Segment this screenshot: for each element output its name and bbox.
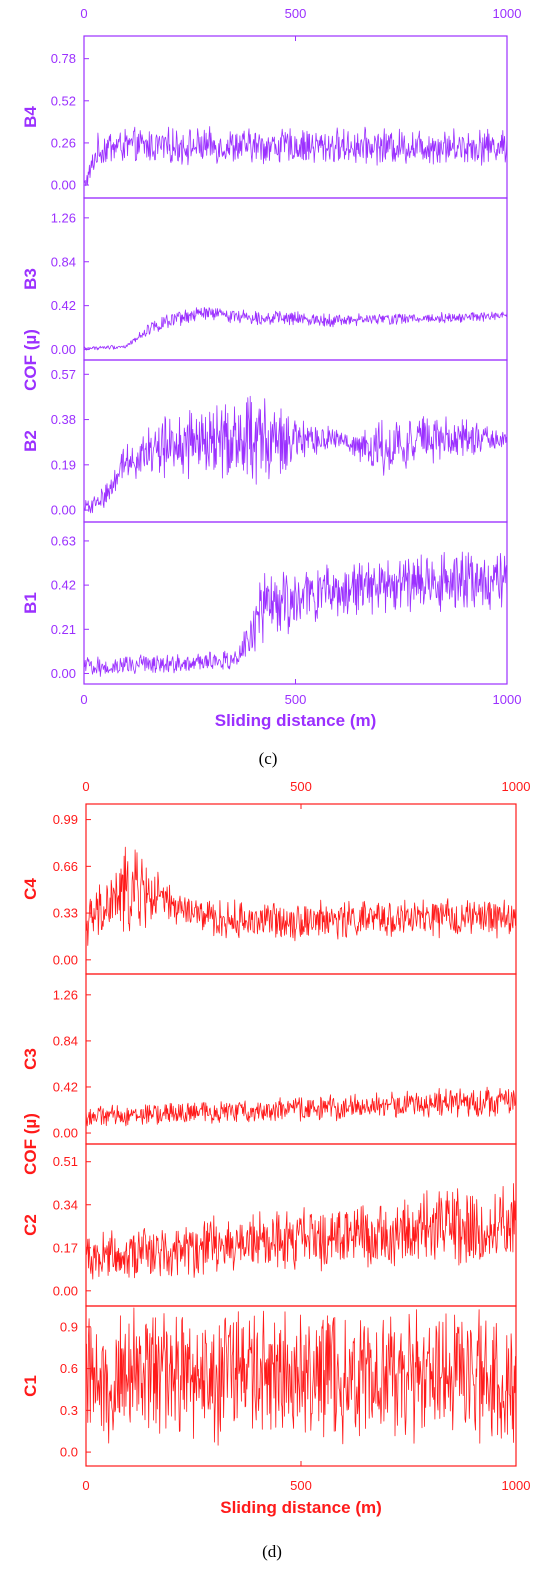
y-tick-label: 1.26 [51, 210, 76, 225]
panel-frame-c3 [85, 973, 517, 1145]
y-tick-label: 0.34 [53, 1197, 78, 1212]
series-line-b4 [83, 126, 508, 187]
x-tick-label-top: 1000 [502, 779, 531, 794]
series-line-b3 [83, 307, 508, 351]
y-tick-label: 0.63 [51, 533, 76, 548]
y-tick-label: 0.00 [51, 178, 76, 193]
y-tick-label: 0.57 [51, 367, 76, 382]
y-axis-title: COF (µ) [21, 329, 40, 391]
y-tick-label: 0.84 [53, 1033, 78, 1048]
y-tick-label: 0.0 [60, 1445, 78, 1460]
y-tick-label: 0.38 [51, 412, 76, 427]
y-tick-label: 0.51 [53, 1154, 78, 1169]
y-tick-label: 0.42 [51, 578, 76, 593]
y-tick-label: 0.84 [51, 254, 76, 269]
panel-label-c1: C1 [21, 1375, 40, 1397]
y-tick-label: 0.00 [51, 503, 76, 518]
panel-frame-b3 [83, 197, 508, 361]
panel-label-b4: B4 [21, 106, 40, 128]
x-tick-label: 0 [80, 692, 87, 707]
x-tick-label-top: 500 [285, 6, 307, 21]
x-tick-label: 1000 [493, 692, 522, 707]
figure-c: 0 0 500 500 1000 1000 0.00 0.26 0.52 0.78 B4 0.00 0.… [21, 6, 521, 768]
x-axis-title: Sliding distance (m) [215, 711, 377, 730]
y-tick-label: 0.00 [53, 1283, 78, 1298]
figure-caption: (c) [259, 749, 278, 768]
series-line-c3 [85, 1086, 517, 1127]
panel-frame-c4 [85, 803, 517, 975]
panel-label-c2: C2 [21, 1214, 40, 1236]
x-tick-label-top: 500 [290, 779, 312, 794]
y-tick-label: 0.42 [53, 1079, 78, 1094]
y-tick-label: 0.9 [60, 1319, 78, 1334]
y-tick-label: 0.6 [60, 1361, 78, 1376]
x-axis-title: Sliding distance (m) [220, 1498, 382, 1517]
panel-label-c3: C3 [21, 1048, 40, 1070]
x-tick-label: 0 [82, 1478, 89, 1493]
y-tick-label: 0.78 [51, 51, 76, 66]
panel-label-b3: B3 [21, 268, 40, 290]
y-tick-label: 0.26 [51, 135, 76, 150]
y-tick-label: 0.33 [53, 906, 78, 921]
y-tick-label: 0.19 [51, 457, 76, 472]
y-tick-label: 1.26 [53, 987, 78, 1002]
x-tick-label-top: 1000 [493, 6, 522, 21]
y-tick-label: 0.52 [51, 93, 76, 108]
x-tick-label-top: 0 [80, 6, 87, 21]
panel-label-c4: C4 [21, 878, 40, 900]
y-axis-title: COF (µ) [21, 1113, 40, 1175]
series-line-b2 [83, 395, 508, 514]
panel-frame-b4 [83, 35, 508, 199]
x-tick-label: 500 [285, 692, 307, 707]
y-tick-label: 0.00 [53, 952, 78, 967]
x-tick-label: 500 [290, 1478, 312, 1493]
panel-frame-b1 [83, 521, 508, 685]
panel-label-b1: B1 [21, 592, 40, 614]
y-tick-label: 0.42 [51, 298, 76, 313]
x-tick-label-top: 0 [82, 779, 89, 794]
series-line-c4 [85, 846, 517, 946]
y-tick-label: 0.17 [53, 1240, 78, 1255]
panel-label-b2: B2 [21, 430, 40, 452]
panel-frame-c1 [85, 1305, 517, 1467]
y-tick-label: 0.00 [51, 666, 76, 681]
y-tick-label: 0.3 [60, 1403, 78, 1418]
y-tick-label: 0.66 [53, 859, 78, 874]
series-line-c2 [85, 1183, 517, 1280]
series-line-c1 [85, 1307, 517, 1446]
y-tick-label: 0.00 [53, 1126, 78, 1141]
x-tick-label: 1000 [502, 1478, 531, 1493]
figure-caption: (d) [262, 1542, 282, 1561]
figure-d: 0 0 500 500 1000 1000 0.00 0.33 0.66 0.99 C4 0.00 0.… [21, 779, 530, 1561]
y-tick-label: 0.21 [51, 622, 76, 637]
y-tick-label: 0.00 [51, 342, 76, 357]
series-line-b1 [83, 551, 508, 677]
y-tick-label: 0.99 [53, 812, 78, 827]
